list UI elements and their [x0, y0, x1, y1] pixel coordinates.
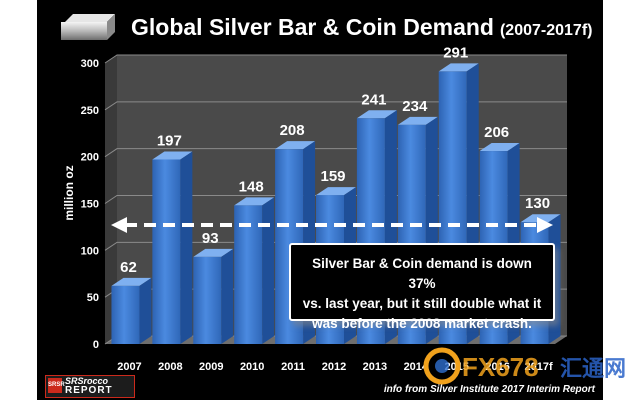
chart-title: Global Silver Bar & Coin Demand (2007-201…: [131, 14, 593, 40]
x-tick-label: 2010: [240, 361, 264, 373]
bar-top: [397, 116, 438, 125]
annotation-line: vs. last year, but it still double what …: [302, 296, 542, 311]
title-row: Global Silver Bar & Coin Demand (2007-201…: [37, 6, 603, 46]
y-tick-label: 150: [81, 199, 99, 211]
bar-value-label: 62: [120, 259, 137, 276]
y-tick-label: 250: [81, 105, 99, 117]
bar-side: [139, 277, 152, 344]
bar-value-label: 159: [320, 168, 345, 185]
bar-value-label: 206: [484, 124, 509, 141]
x-tick-label: 2014: [404, 361, 429, 373]
srsrocco-logo: SRSR SRSrocco REPORT: [45, 375, 135, 398]
annotation-line: Silver Bar & Coin demand is down 37%: [312, 256, 532, 291]
bar-top: [356, 110, 397, 119]
watermark-text: FX678: [462, 352, 539, 382]
watermark-cn-text: 汇通网: [560, 357, 626, 382]
arrowhead-left-icon: [111, 217, 127, 234]
x-tick-label: 2008: [158, 361, 182, 373]
y-tick-label: 300: [81, 58, 99, 70]
bar-top: [193, 248, 234, 257]
bar-top: [234, 197, 275, 206]
bar-top: [438, 63, 479, 72]
bar-side: [262, 197, 275, 344]
y-axis-label: million oz: [62, 165, 76, 221]
y-tick-label: 50: [87, 292, 99, 304]
arrowhead-right-icon: [537, 217, 553, 234]
logo-bottom-text: REPORT: [65, 385, 113, 396]
annotation-text: Silver Bar & Coin demand is down 37% vs.…: [297, 254, 547, 334]
x-tick-label: 2013: [363, 361, 387, 373]
bar-value-label: 241: [361, 91, 386, 108]
bar-value-label: 291: [443, 44, 468, 61]
bar-top: [520, 214, 561, 223]
logo-top-text: SRSrocco: [65, 376, 109, 386]
annotation-line: was before the 2008 market crash.: [312, 316, 532, 331]
bar-top: [316, 187, 356, 196]
chart-panel: Global Silver Bar & Coin Demand (2007-201…: [37, 0, 603, 400]
bar-value-label: 148: [239, 178, 264, 195]
annotation-box: Silver Bar & Coin demand is down 37% vs.…: [289, 243, 555, 331]
bar-top: [275, 141, 316, 150]
bar-value-label: 130: [525, 195, 550, 212]
bar-top: [111, 277, 152, 286]
logo-mark: SRSR: [48, 378, 65, 393]
bar: [111, 285, 140, 344]
bar-side: [221, 248, 234, 344]
bar-value-label: 234: [402, 98, 428, 115]
bar-top: [479, 143, 520, 152]
gridline: [104, 54, 567, 64]
silver-bar-icon: [61, 14, 115, 40]
fx678-watermark: FX678 汇通网: [423, 347, 626, 385]
bar-chart: 0 50 100 150 200 250 300 62 2007 197 2008 93 2009 148…: [81, 44, 567, 373]
y-tick-label: 200: [81, 152, 99, 164]
x-tick-label: 2017f: [524, 361, 552, 373]
bar-value-label: 208: [280, 122, 305, 139]
bar: [234, 205, 263, 344]
x-tick-label: 2009: [199, 361, 223, 373]
x-tick-label: 2007: [117, 361, 141, 373]
bar-side: [180, 151, 193, 344]
chart-subtitle: (2007-2017f): [499, 22, 593, 39]
bar-value-label: 197: [157, 132, 182, 149]
bar-value-label: 93: [202, 230, 219, 247]
x-tick-label: 2012: [322, 361, 346, 373]
gridline: [104, 101, 567, 111]
bar: [152, 159, 181, 344]
x-tick-label: 2011: [281, 361, 305, 373]
source-note: info from Silver Institute 2017 Interim …: [383, 384, 595, 395]
y-tick-label: 0: [93, 339, 99, 351]
x-tick-label: 2016: [485, 361, 509, 373]
bar-top: [152, 151, 193, 160]
bar: [193, 256, 222, 344]
y-tick-label: 100: [81, 245, 99, 257]
